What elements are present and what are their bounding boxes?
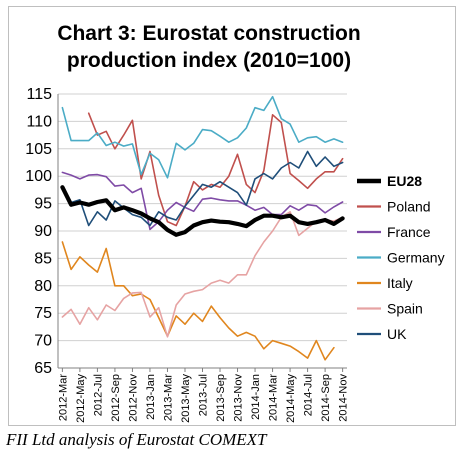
series-line-italy [61,241,335,361]
legend-label-germany: Germany [387,250,445,266]
y-tick-label: 100 [25,168,52,185]
x-tick-label: 2012-Jul [92,374,104,416]
y-tick-label: 90 [34,223,52,240]
y-tick-label: 80 [34,278,52,295]
y-tick-label: 115 [26,86,52,103]
legend-label-italy: Italy [387,275,413,291]
series-line-eu28 [60,185,345,237]
x-tick-label: 2014-Nov [338,374,350,422]
legend-label-spain: Spain [387,301,423,317]
y-tick-label: 70 [34,333,52,350]
y-tick-label: 85 [34,250,52,267]
line-chart: Chart 3: Eurostat construction productio… [25,22,445,423]
x-tick-label: 2013-Mar [162,374,174,421]
source-caption: FII Ltd analysis of Eurostat COMEXT [6,430,267,449]
legend-label-uk: UK [387,326,407,342]
chart-panel: Chart 3: Eurostat construction productio… [8,6,456,426]
x-tick-label: 2012-May [75,374,87,423]
series-line-poland [87,112,344,227]
y-tick-label: 75 [34,305,52,322]
x-tick-label: 2014-Jul [303,374,315,416]
legend-label-poland: Poland [387,199,431,215]
series-line-germany [61,95,344,179]
x-tick-label: 2014-Mar [268,374,280,421]
x-tick-label: 2012-Sep [110,374,122,422]
x-tick-label: 2013-May [180,374,192,423]
x-tick-label: 2014-May [285,374,297,423]
x-tick-label: 2013-Jan [145,374,157,420]
chart-title-line-2: production index (2010=100) [67,49,351,72]
gridlines [58,93,347,369]
x-tick-label: 2013-Jul [198,374,210,416]
x-tick-label: 2012-Mar [57,374,69,421]
legend-label-france: France [387,224,431,240]
series-line-uk [61,150,344,227]
chart-title-line-1: Chart 3: Eurostat construction [57,22,360,45]
y-tick-label: 110 [26,113,52,130]
series-line-france [61,171,344,231]
y-tick-label: 105 [25,141,52,158]
y-tick-label: 95 [34,196,52,213]
x-tick-label: 2014-Sep [320,374,332,422]
x-tick-label: 2013-Nov [233,374,245,422]
legend-label-eu28: EU28 [387,173,422,189]
axes: 65 70 75 80 85 90 95 100 105 110 115 2012-Mar 2012-M… [25,86,349,423]
legend: EU28 Poland France Germany Italy Spain UK [357,173,445,342]
x-tick-label: 2014-Jan [250,374,262,420]
x-tick-label: 2012-Nov [127,374,139,422]
series-line-spain [61,211,344,338]
series-lines [60,95,345,361]
y-tick-label: 65 [34,360,52,377]
x-tick-label: 2013-Sep [215,374,227,422]
